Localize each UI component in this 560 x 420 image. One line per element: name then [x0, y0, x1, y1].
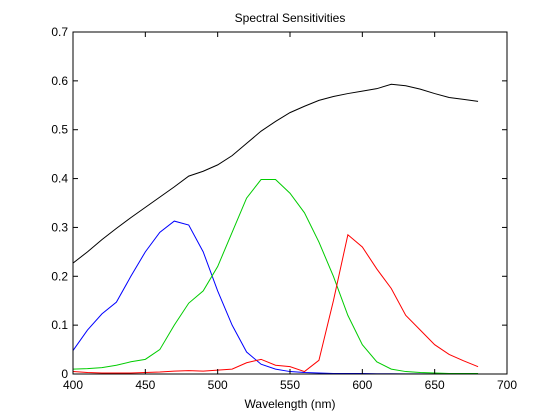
x-tick-label: 400: [63, 378, 83, 392]
tick-layer: 400 450 500 550 600 650 700 0 0.1 0.2 0.3 0.4 0.5 0.6…: [51, 25, 517, 392]
x-tick-label: 650: [425, 378, 445, 392]
x-tick-label: 500: [208, 378, 228, 392]
series-line-2: [72, 179, 479, 375]
chart-title: Spectral Sensitivities: [235, 11, 346, 25]
y-tick-label: 0.6: [51, 74, 68, 88]
x-tick-label: 450: [135, 378, 155, 392]
series-line-3: [72, 233, 479, 374]
y-tick-label: 0.2: [51, 269, 68, 283]
y-tick-label: 0.7: [51, 25, 68, 39]
y-tick-label: 0.1: [51, 318, 68, 332]
y-tick-label: 0.5: [51, 123, 68, 137]
y-tick-label: 0: [61, 367, 68, 381]
x-tick-label: 600: [352, 378, 372, 392]
plot-frame: [72, 31, 508, 375]
y-tick-label: 0.3: [51, 220, 68, 234]
y-tick-label: 0.4: [51, 172, 68, 186]
x-tick-label: 550: [280, 378, 300, 392]
series-line-0: [72, 83, 479, 264]
x-tick-label: 700: [497, 378, 517, 392]
x-axis-label: Wavelength (nm): [245, 397, 336, 411]
